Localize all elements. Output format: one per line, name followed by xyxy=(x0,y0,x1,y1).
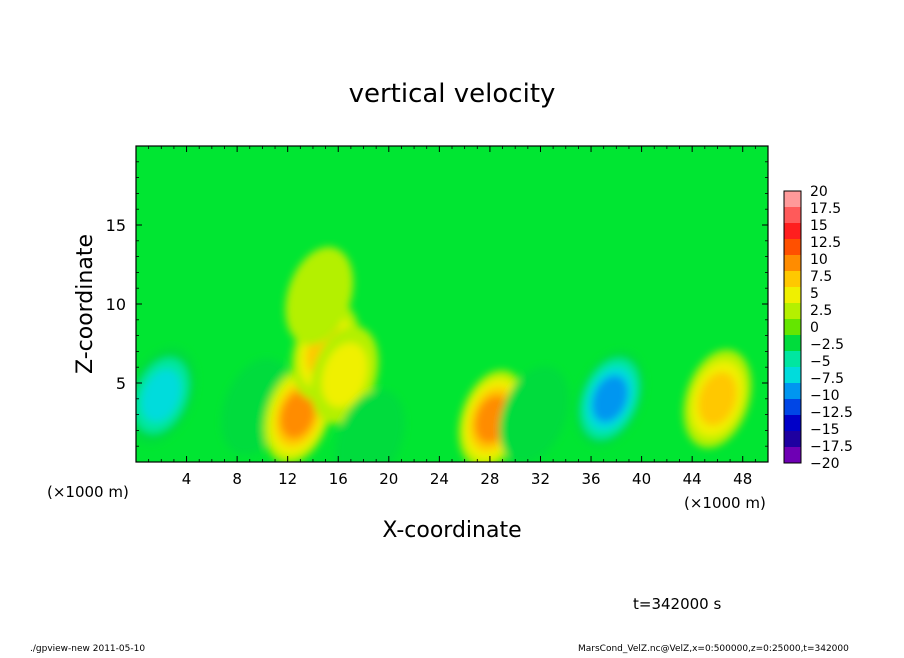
colorbar-label: −10 xyxy=(810,388,840,404)
colorbar-label: 2.5 xyxy=(810,303,832,319)
velocity-contour xyxy=(698,372,737,426)
footer-left: ./gpview-new 2011-05-10 xyxy=(30,644,145,654)
x-tick-label: 44 xyxy=(683,470,702,488)
y-tick-label: 10 xyxy=(106,295,126,314)
x-tick-label: 8 xyxy=(232,470,242,488)
velocity-contour xyxy=(499,366,570,462)
x-tick-label: 28 xyxy=(480,470,499,488)
y-tick-label: 15 xyxy=(106,216,126,235)
x-axis-label: X-coordinate xyxy=(382,518,521,543)
colorbar-label: −15 xyxy=(810,422,840,438)
velocity-features xyxy=(136,247,752,462)
x-unit-left: (×1000 m) xyxy=(47,483,129,501)
x-tick-label: 36 xyxy=(581,470,600,488)
colorbar-band xyxy=(784,383,801,400)
colorbar-band xyxy=(784,191,801,208)
colorbar-label: −17.5 xyxy=(810,439,853,455)
colorbar-label: 5 xyxy=(810,286,819,302)
footer-right: MarsCond_VelZ.nc@VelZ,x=0:500000,z=0:250… xyxy=(578,644,849,654)
colorbar-band xyxy=(784,335,801,352)
colorbar-label: 20 xyxy=(810,184,828,200)
velocity-feature xyxy=(285,247,354,346)
colorbar-label: 10 xyxy=(810,252,828,268)
time-label: t=342000 s xyxy=(633,595,721,613)
colorbar-band xyxy=(784,255,801,272)
x-tick-label: 48 xyxy=(733,470,752,488)
velocity-feature xyxy=(136,347,197,444)
velocity-feature xyxy=(334,389,405,462)
velocity-contour xyxy=(141,369,181,422)
x-tick-label: 24 xyxy=(430,470,449,488)
colorbar-band xyxy=(784,207,801,224)
x-tick-label: 40 xyxy=(632,470,651,488)
x-tick-label: 32 xyxy=(531,470,550,488)
colorbar-label: −2.5 xyxy=(810,337,844,353)
velocity-contour xyxy=(280,390,316,439)
colorbar-label: −7.5 xyxy=(810,371,844,387)
colorbar-frame xyxy=(783,190,802,464)
y-axis: 5 10 15 xyxy=(106,161,768,447)
colorbar-band xyxy=(784,415,801,432)
colorbar-label: 17.5 xyxy=(810,201,841,217)
colorbar-band xyxy=(784,287,801,304)
colorbar-label: 0 xyxy=(810,320,819,336)
velocity-feature xyxy=(575,350,645,448)
colorbar-band xyxy=(784,303,801,320)
colorbar-label: 15 xyxy=(810,218,828,234)
x-tick-label: 20 xyxy=(379,470,398,488)
x-tick-label: 16 xyxy=(329,470,348,488)
colorbar-band xyxy=(784,239,801,256)
colorbar-band xyxy=(784,223,801,240)
colorbar-band xyxy=(784,447,801,464)
colorbar-band xyxy=(784,319,801,336)
x-tick-label: 12 xyxy=(278,470,297,488)
velocity-contour xyxy=(334,389,405,462)
colorbar-band xyxy=(784,351,801,368)
x-unit-right: (×1000 m) xyxy=(684,494,766,512)
plot-area xyxy=(136,146,768,462)
x-tick-label: 4 xyxy=(182,470,192,488)
colorbar-band xyxy=(784,399,801,416)
y-axis-label: Z-coordinate xyxy=(73,234,98,374)
colorbar-label: −5 xyxy=(810,354,831,370)
colorbar-label: −12.5 xyxy=(810,405,853,421)
x-axis: 4 8 12 16 20 24 28 32 36 40 44 48 xyxy=(148,146,756,488)
colorbar-label: 12.5 xyxy=(810,235,841,251)
colorbar-band xyxy=(784,431,801,448)
velocity-feature xyxy=(683,349,752,448)
y-tick-label: 5 xyxy=(116,374,126,393)
colorbar-label: −20 xyxy=(810,456,840,472)
velocity-contour xyxy=(592,375,628,423)
velocity-contour xyxy=(285,247,354,346)
chart-title: vertical velocity xyxy=(349,79,556,109)
colorbar: 2017.51512.5107.552.50−2.5−5−7.5−10−12.5… xyxy=(783,184,853,472)
velocity-contour xyxy=(321,342,368,408)
colorbar-band xyxy=(784,367,801,384)
colorbar-label: 7.5 xyxy=(810,269,832,285)
velocity-feature xyxy=(499,366,570,462)
colorbar-band xyxy=(784,271,801,288)
